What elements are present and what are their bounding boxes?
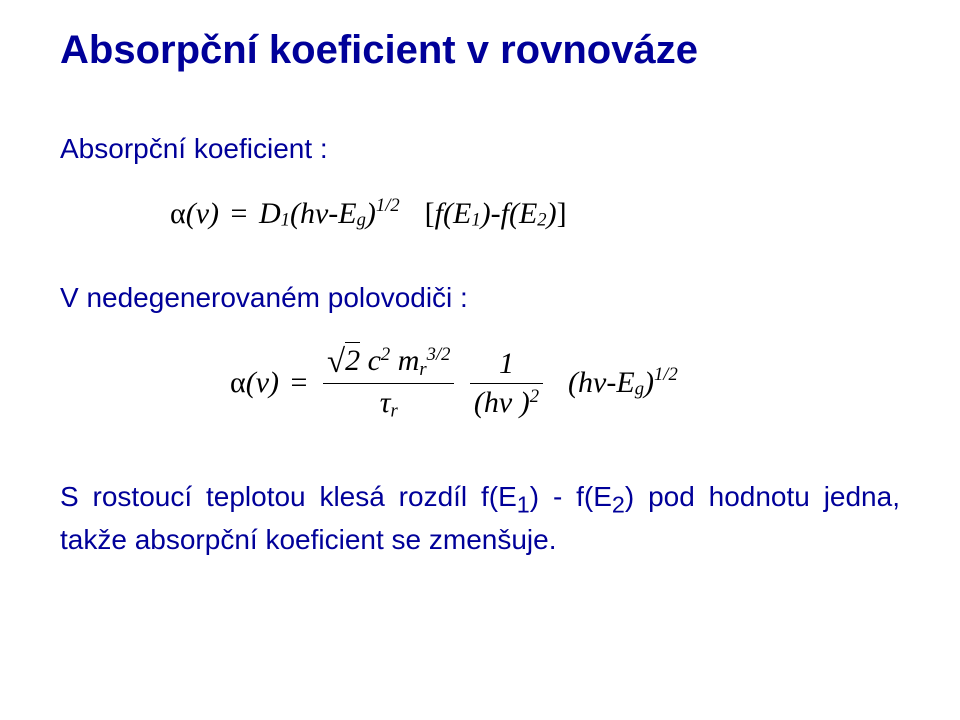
eq1-nu: ν — [196, 197, 209, 231]
subheading-1: Absorpční koeficient : — [60, 133, 910, 165]
eq2-frac2-den-r: ) — [512, 386, 530, 419]
eq2-c: c — [360, 344, 381, 377]
eq2-frac2-den-nu: ν — [499, 386, 512, 419]
eq2-alpha: α — [230, 366, 246, 400]
eq1-nu2: ν — [315, 197, 328, 231]
eq1-g: g — [357, 210, 366, 231]
eq2-tail-E: E — [616, 366, 634, 400]
eq2-tau: τ — [380, 386, 391, 419]
eq2-tail-exp: 1/2 — [654, 364, 678, 385]
eq1-minus1: - — [328, 197, 338, 231]
eq2-nu: ν — [256, 366, 269, 400]
eq1-D: D — [259, 197, 281, 231]
eq1-E2: E — [519, 197, 537, 231]
eq2-frac2-num: 1 — [470, 347, 543, 383]
eq1-rp1: ) — [209, 197, 219, 231]
eq2-m-exp: 3/2 — [427, 344, 451, 365]
eq2-tail-nu: ν — [593, 366, 606, 400]
eq1-lp2: ( — [290, 197, 300, 231]
eq1-D-sub: 1 — [281, 210, 290, 231]
eq2-tail-minus: - — [606, 366, 616, 400]
para-part2: ) - f(E — [530, 481, 612, 512]
eq1-rp2: ) — [366, 197, 376, 231]
eq2-equals: = — [287, 366, 312, 400]
eq2-frac2: 1 (hν )2 — [470, 347, 543, 420]
eq2-m-sub: r — [419, 359, 426, 380]
eq2-tail-g: g — [635, 379, 644, 400]
eq2-c-exp: 2 — [381, 344, 390, 365]
eq2-m: m — [390, 344, 419, 377]
eq2-tau-sub: r — [390, 401, 397, 422]
eq1-E: E — [338, 197, 356, 231]
eq1-E1-sub: 1 — [471, 210, 480, 231]
eq2-lp1: ( — [246, 366, 256, 400]
eq2-tail-r: ) — [644, 366, 654, 400]
subheading-2: V nedegenerovaném polovodiči : — [60, 282, 910, 314]
eq1-rp3: ) — [547, 197, 557, 231]
body-paragraph: S rostoucí teplotou klesá rozdíl f(E1) -… — [60, 478, 910, 559]
eq1-lbrack: [ — [425, 197, 435, 231]
eq1-minus2: - — [491, 197, 501, 231]
eq1-rbrack: ] — [557, 197, 567, 231]
eq2-frac1: √2 c2 mr3/2 τr — [323, 344, 454, 423]
slide-title: Absorpční koeficient v rovnováze — [60, 28, 910, 73]
eq1-equals: = — [227, 197, 252, 231]
eq1-E2-sub: 2 — [537, 210, 546, 231]
equation-1: α(ν ) = D1(hν - Eg )1/2 [f( E1 ) - f( E2… — [170, 195, 567, 228]
eq1-h: h — [300, 197, 315, 231]
para-sub2: 2 — [612, 491, 625, 517]
eq1-E1: E — [453, 197, 471, 231]
eq2-frac2-den-exp: 2 — [530, 386, 539, 407]
para-sub1: 1 — [517, 491, 530, 517]
eq2-sqrt-arg: 2 — [345, 342, 360, 377]
equation-2: α(ν ) = √2 c2 mr3/2 τr 1 (hν )2 (hν - Eg… — [230, 364, 678, 397]
eq1-lp1: ( — [186, 197, 196, 231]
eq1-rp3b: ) — [481, 197, 491, 231]
para-part1: S rostoucí teplotou klesá rozdíl f(E — [60, 481, 517, 512]
eq1-alpha: α — [170, 197, 186, 231]
eq2-rp1: ) — [269, 366, 279, 400]
eq2-tail-l: (h — [568, 366, 593, 400]
eq1-f1: f( — [435, 197, 453, 231]
eq2-sqrt-sym: √ — [327, 344, 345, 380]
eq1-exp: 1/2 — [376, 195, 400, 216]
eq2-frac2-den-l: (h — [474, 386, 499, 419]
eq1-f2: f( — [501, 197, 519, 231]
